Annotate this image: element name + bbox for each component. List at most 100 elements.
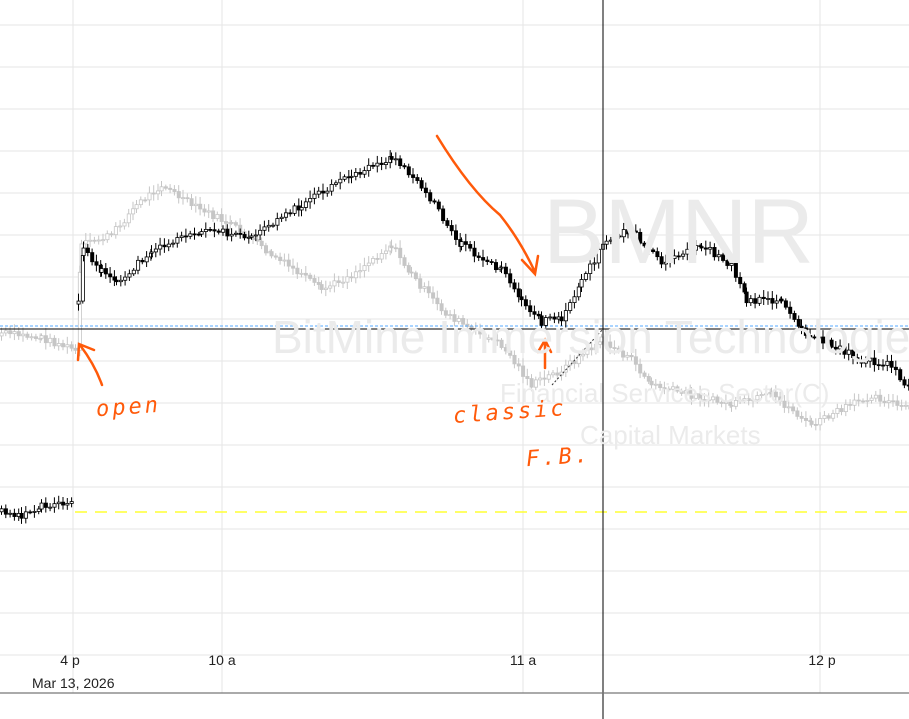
comparison-candle [533, 379, 538, 388]
comparison-candle [809, 420, 814, 425]
fb-arrow-icon [536, 337, 553, 370]
comparison-candle [96, 239, 101, 242]
comparison-candle [198, 203, 203, 210]
comparison-candle [219, 214, 224, 222]
comparison-candle [147, 192, 152, 201]
comparison-candle [742, 398, 747, 401]
bmnr-candle [846, 349, 851, 355]
comparison-candle [542, 377, 547, 380]
comparison-candle [341, 281, 346, 284]
bmnr-candle [28, 511, 33, 514]
bmnr-candle [799, 325, 804, 329]
comparison-candle [516, 363, 521, 367]
bmnr-candle [712, 247, 717, 258]
comparison-candle [886, 400, 891, 404]
bmnr-candle [881, 364, 886, 367]
comparison-candle [375, 258, 380, 260]
comparison-candle [625, 354, 630, 358]
comparison-candle [229, 222, 234, 224]
bmnr-candle [48, 506, 53, 509]
bmnr-candle [629, 230, 634, 235]
bmnr-candle [532, 311, 537, 315]
comparison-candle [621, 350, 626, 358]
down-arrow-icon [435, 134, 540, 277]
comparison-candle [291, 265, 296, 269]
bmnr-candle [99, 268, 104, 273]
comparison-candle [769, 391, 774, 394]
bmnr-candle [579, 279, 584, 288]
bmnr-candle [725, 260, 730, 266]
comparison-candle [202, 208, 207, 213]
comparison-candle [353, 271, 358, 279]
comparison-candle [56, 343, 61, 347]
comparison-candle [746, 398, 751, 402]
comparison-candle [551, 372, 556, 376]
comparison-candle [328, 285, 333, 289]
comparison-candle [719, 401, 724, 404]
comparison-candle [159, 186, 164, 192]
comparison-candle [3, 330, 8, 334]
bmnr-candle [779, 298, 784, 302]
comparison-candle [572, 360, 577, 365]
bmnr-candle [796, 319, 801, 327]
comparison-candle [34, 336, 39, 339]
bmnr-candle [638, 231, 643, 244]
bmnr-candle [262, 226, 267, 231]
bmnr-candle [548, 316, 553, 319]
comparison-candle [73, 347, 78, 351]
comparison-candle [193, 203, 198, 207]
bmnr-candle [183, 235, 188, 238]
bmnr-candle [283, 212, 288, 218]
bmnr-candle [572, 296, 577, 303]
bmnr-candle [744, 291, 749, 304]
bmnr-candle [468, 244, 473, 249]
comparison-candle [109, 233, 114, 236]
comparison-candle [308, 274, 313, 279]
comparison-candle [295, 267, 300, 275]
comparison-candle [675, 386, 680, 392]
bmnr-candle [212, 229, 217, 232]
comparison-candle [724, 401, 729, 404]
bmnr-candle [863, 360, 868, 364]
comparison-candle [131, 208, 136, 215]
comparison-candle [658, 383, 663, 389]
comparison-candle [878, 394, 883, 402]
bmnr-candle [36, 508, 41, 512]
comparison-candle [822, 415, 827, 419]
bmnr-candle [12, 512, 17, 517]
comparison-candle [895, 400, 900, 406]
bmnr-candle [149, 251, 154, 254]
bmnr-candle [472, 247, 477, 257]
bmnr-candle [406, 166, 411, 176]
bmnr-candle [576, 286, 581, 298]
comparison-candle [839, 408, 844, 413]
trend-line [551, 328, 604, 386]
bmnr-candle [362, 170, 367, 175]
bmnr-candle [432, 200, 437, 203]
comparison-candle [469, 326, 474, 330]
comparison-candle [612, 347, 617, 349]
bmnr-candle [663, 261, 668, 265]
comparison-candle [698, 393, 703, 401]
comparison-candle [83, 240, 88, 245]
comparison-candle [689, 393, 694, 399]
comparison-candle [751, 399, 756, 402]
bmnr-candle [672, 255, 677, 259]
bmnr-candle [225, 228, 230, 237]
comparison-candle [12, 331, 17, 335]
bmnr-candle [770, 298, 775, 304]
bmnr-candle [898, 369, 903, 381]
comparison-candle [546, 374, 551, 380]
comparison-candle [633, 356, 638, 365]
comparison-candle [151, 192, 156, 195]
bmnr-candle [445, 220, 450, 226]
bmnr-candle [192, 233, 197, 236]
bmnr-candle [812, 336, 817, 339]
comparison-candle [426, 286, 431, 294]
comparison-candle [702, 399, 707, 402]
comparison-candle [773, 391, 778, 398]
bmnr-candle [0, 508, 4, 513]
bmnr-candle [140, 259, 145, 263]
bmnr-candle [288, 212, 293, 215]
